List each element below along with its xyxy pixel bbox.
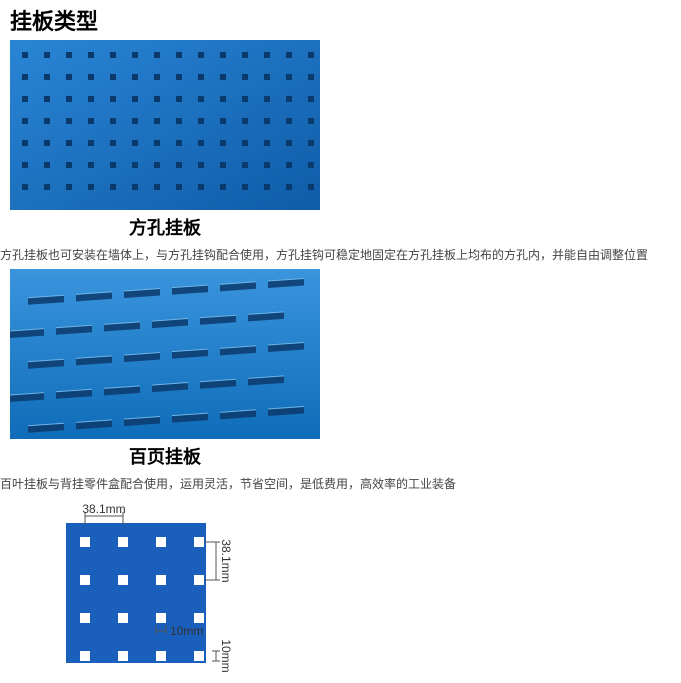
svg-text:38.1mm: 38.1mm [82, 502, 125, 516]
main-title: 挂板类型 [10, 4, 681, 36]
louver-panel-image [10, 269, 681, 439]
svg-text:10mm: 10mm [219, 639, 233, 672]
svg-text:38.1mm: 38.1mm [219, 539, 233, 582]
section2-title: 百页挂板 [10, 443, 320, 469]
section2-description: 百叶挂板与背挂零件盒配合使用，运用灵活，节省空间，是低费用，高效率的工业装备 [0, 475, 681, 492]
spec-diagram: 38.1mm 38.1mm 10mm 10mm [48, 498, 681, 683]
square-hole-panel-image [10, 40, 681, 210]
section1-title: 方孔挂板 [10, 214, 320, 240]
svg-text:10mm: 10mm [170, 624, 203, 638]
section1-description: 方孔挂板也可安装在墙体上，与方孔挂钩配合使用，方孔挂钩可稳定地固定在方孔挂板上均… [0, 246, 681, 263]
